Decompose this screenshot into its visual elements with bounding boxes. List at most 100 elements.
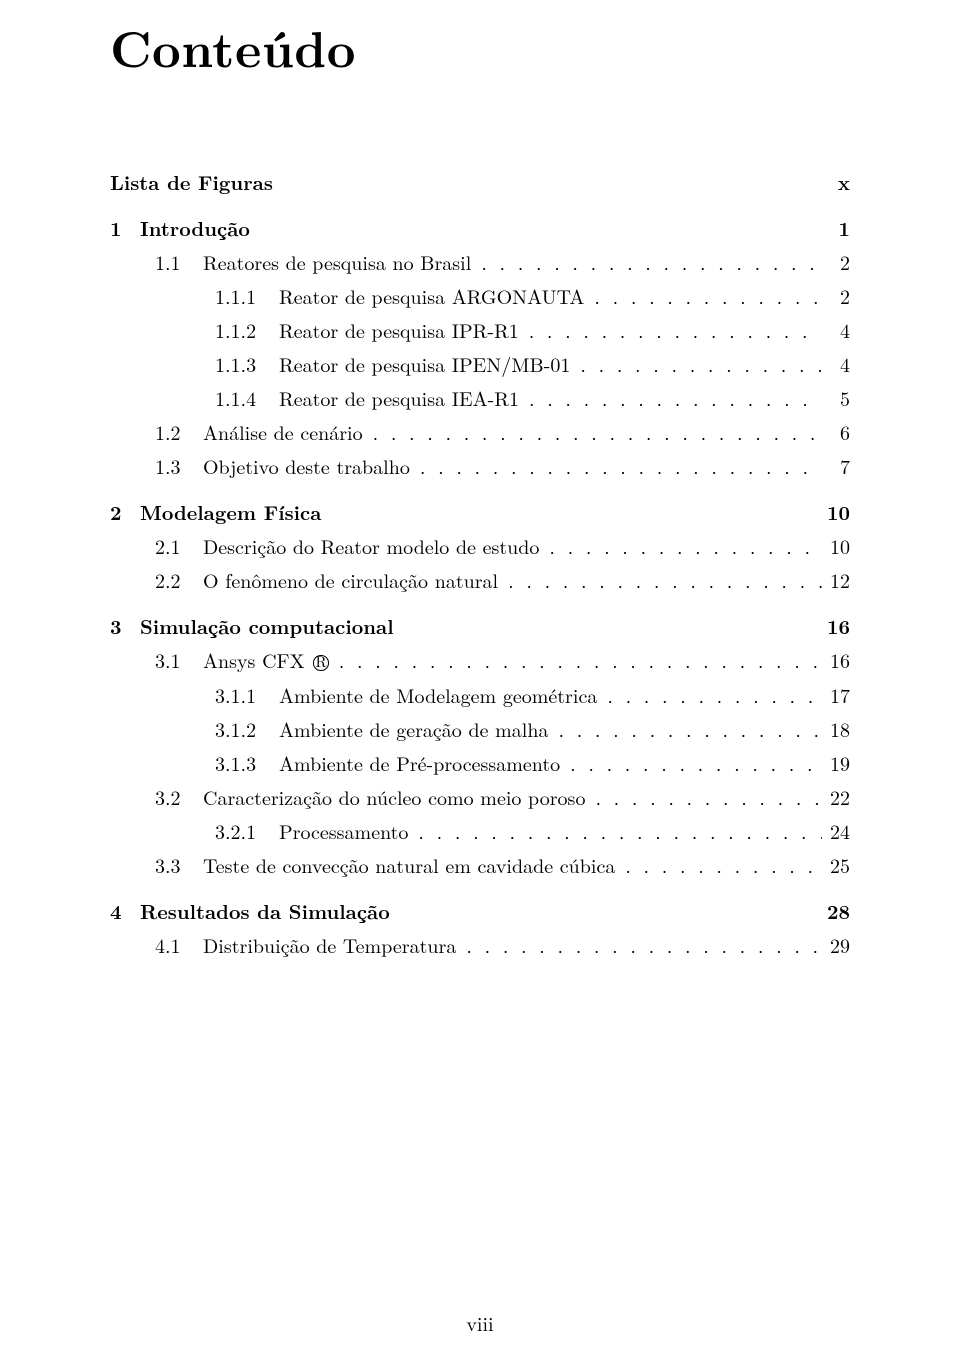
toc-entry-number: 1.1.1 <box>215 286 279 306</box>
toc-entry-title: O fenômeno de circulação natural <box>203 570 504 590</box>
toc-entry-page: 6 <box>822 422 850 442</box>
toc-entry-page: 19 <box>822 753 850 773</box>
toc-entry-title: Reator de pesquisa IEA-R1 <box>279 388 525 408</box>
toc-entry-number: 1.3 <box>155 456 203 476</box>
toc-entry-page: x <box>822 172 850 192</box>
toc-entry-page: 29 <box>822 935 850 955</box>
toc-entry-page: 22 <box>822 787 850 807</box>
toc-leader-dots: . . . . . . . . . . . . . . . . . . . . … <box>525 320 822 340</box>
toc-entry-number: 2.1 <box>155 536 203 556</box>
registered-trademark-icon: R <box>313 655 329 671</box>
toc-entry-page: 17 <box>822 685 850 705</box>
toc-entry-number: 1.2 <box>155 422 203 442</box>
toc-entry: 1.3 Objetivo deste trabalho. . . . . . .… <box>110 456 850 476</box>
toc-entry-number: 4 <box>110 901 140 921</box>
toc-entry-page: 25 <box>822 855 850 875</box>
toc-leader-dots: . . . . . . . . . . . . . . . . . . . . … <box>525 388 822 408</box>
toc-entry-page: 10 <box>822 536 850 556</box>
toc-entry: 2.1 Descrição do Reator modelo de estudo… <box>110 536 850 556</box>
toc-entry-title: Reator de pesquisa IPEN/MB-01 <box>279 354 576 374</box>
toc-entry-number: 3 <box>110 616 140 636</box>
toc-entry-title: Teste de convecção natural em cavidade c… <box>203 855 621 875</box>
toc-leader-dots: . . . . . . . . . . . . . . . . . . . . … <box>591 787 822 807</box>
toc-entry: 1.1 Reatores de pesquisa no Brasil. . . … <box>110 252 850 272</box>
toc-leader-dots: . . . . . . . . . . . . . . . . . . . . … <box>545 536 822 556</box>
toc-leader-dots: . . . . . . . . . . . . . . . . . . . . … <box>335 650 822 670</box>
toc-leader-dots: . . . . . . . . . . . . . . . . . . . . … <box>566 753 822 773</box>
toc-entry-page: 1 <box>822 218 850 238</box>
toc-entry-title: Ambiente de Modelagem geométrica <box>279 685 603 705</box>
toc-entry: 2.2 O fenômeno de circulação natural. . … <box>110 570 850 590</box>
toc-entry-title: Objetivo deste trabalho <box>203 456 416 476</box>
toc-entry: Lista de Figuras x <box>110 172 850 192</box>
toc-entry-page: 10 <box>822 502 850 522</box>
page-title: Conteúdo <box>110 10 850 82</box>
toc-entry-number: 1.1 <box>155 252 203 272</box>
toc-entry: 3.2 Caracterização do núcleo como meio p… <box>110 787 850 807</box>
toc-leader-dots: . . . . . . . . . . . . . . . . . . . . … <box>477 252 822 272</box>
toc-entry-number: 3.1.3 <box>215 753 279 773</box>
toc-entry-number: 3.1.1 <box>215 685 279 705</box>
toc-entry-page: 2 <box>822 286 850 306</box>
toc-leader-dots: . . . . . . . . . . . . . . . . . . . . … <box>462 935 822 955</box>
toc-entry: 3.1.1 Ambiente de Modelagem geométrica. … <box>110 685 850 705</box>
toc-entry: 4 Resultados da Simulação 28 <box>110 901 850 921</box>
toc-entry-page: 16 <box>822 650 850 670</box>
toc-entry: 3.1 Ansys CFX R. . . . . . . . . . . . .… <box>110 650 850 671</box>
toc-entry: 2 Modelagem Física 10 <box>110 502 850 522</box>
page-container: Conteúdo Lista de Figurasx1 Introdução11… <box>0 10 960 1367</box>
toc-entry-page: 4 <box>822 354 850 374</box>
toc-entry: 3.2.1 Processamento. . . . . . . . . . .… <box>110 821 850 841</box>
toc-entry-number: 1.1.3 <box>215 354 279 374</box>
toc-entry-number: 2 <box>110 502 140 522</box>
toc-entry-number: 4.1 <box>155 935 203 955</box>
toc-leader-dots: . . . . . . . . . . . . . . . . . . . . … <box>554 719 822 739</box>
toc-entry-title: Processamento <box>279 821 414 841</box>
toc-entry-title: Ambiente de geração de malha <box>279 719 554 739</box>
toc-entry-number: 3.3 <box>155 855 203 875</box>
toc-entry-title: Caracterização do núcleo como meio poros… <box>203 787 591 807</box>
toc-entry-title: Ambiente de Pré-processamento <box>279 753 566 773</box>
table-of-contents: Lista de Figurasx1 Introdução11.1 Reator… <box>110 172 850 955</box>
toc-entry: 3.1.2 Ambiente de geração de malha. . . … <box>110 719 850 739</box>
toc-leader-dots: . . . . . . . . . . . . . . . . . . . . … <box>576 354 822 374</box>
toc-entry-number: 1.1.2 <box>215 320 279 340</box>
toc-entry-page: 2 <box>822 252 850 272</box>
toc-leader-dots: . . . . . . . . . . . . . . . . . . . . … <box>621 855 822 875</box>
toc-entry: 3.3 Teste de convecção natural em cavida… <box>110 855 850 875</box>
toc-entry-number: 3.2.1 <box>215 821 279 841</box>
toc-entry-page: 12 <box>822 570 850 590</box>
toc-leader-dots: . . . . . . . . . . . . . . . . . . . . … <box>603 685 822 705</box>
toc-entry: 1.1.4 Reator de pesquisa IEA-R1. . . . .… <box>110 388 850 408</box>
toc-entry: 1.1.3 Reator de pesquisa IPEN/MB-01. . .… <box>110 354 850 374</box>
toc-entry-title: Análise de cenário <box>203 422 369 442</box>
toc-leader-dots: . . . . . . . . . . . . . . . . . . . . … <box>414 821 822 841</box>
toc-entry-page: 28 <box>822 901 850 921</box>
toc-entry-title: Modelagem Física <box>140 502 327 522</box>
toc-entry: 1.1.1 Reator de pesquisa ARGONAUTA. . . … <box>110 286 850 306</box>
toc-entry-title: Reator de pesquisa IPR-R1 <box>279 320 525 340</box>
toc-entry-number: 1.1.4 <box>215 388 279 408</box>
toc-entry: 3 Simulação computacional16 <box>110 616 850 636</box>
toc-leader-dots: . . . . . . . . . . . . . . . . . . . . … <box>504 570 822 590</box>
toc-entry-title: Ansys CFX R <box>203 650 335 671</box>
toc-entry: 1.1.2 Reator de pesquisa IPR-R1. . . . .… <box>110 320 850 340</box>
toc-entry-title: Distribuição de Temperatura <box>203 935 462 955</box>
toc-entry-number: 3.2 <box>155 787 203 807</box>
toc-entry-title: Lista de Figuras <box>110 172 279 192</box>
toc-entry-title: Resultados da Simulação <box>140 901 396 921</box>
toc-entry-title: Introdução <box>140 218 256 238</box>
toc-entry-number: 1 <box>110 218 140 238</box>
toc-entry-number: 3.1 <box>155 650 203 670</box>
toc-entry-page: 24 <box>822 821 850 841</box>
toc-entry: 3.1.3 Ambiente de Pré-processamento. . .… <box>110 753 850 773</box>
toc-leader-dots: . . . . . . . . . . . . . . . . . . . . … <box>369 422 822 442</box>
toc-leader-dots: . . . . . . . . . . . . . . . . . . . . … <box>416 456 822 476</box>
page-number: viii <box>0 1308 960 1337</box>
toc-entry-page: 16 <box>822 616 850 636</box>
toc-entry: 1.2 Análise de cenário. . . . . . . . . … <box>110 422 850 442</box>
toc-entry: 1 Introdução1 <box>110 218 850 238</box>
toc-entry-title: Descrição do Reator modelo de estudo <box>203 536 545 556</box>
toc-entry-page: 4 <box>822 320 850 340</box>
toc-entry-title: Reatores de pesquisa no Brasil <box>203 252 477 272</box>
